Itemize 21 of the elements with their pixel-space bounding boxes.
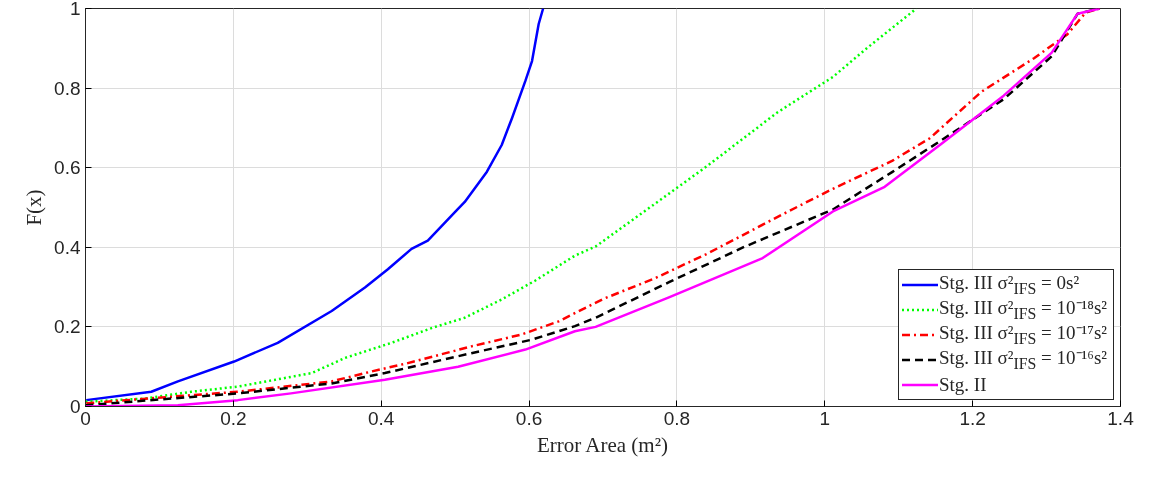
line-series <box>85 8 918 403</box>
y-tick-label: 0.6 <box>54 157 81 179</box>
x-axis-title: Error Area (m²) <box>536 432 668 457</box>
x-tick-label: 0.2 <box>220 407 247 429</box>
legend-label: Stg. III σ²$_{IFS}$ = 0s² <box>938 271 1080 297</box>
y-tick-label: 0.2 <box>54 316 81 338</box>
x-tick-label: 0.4 <box>368 407 395 429</box>
x-tick-label: 1 <box>819 407 831 429</box>
x-tick-label: 1.4 <box>1107 407 1135 429</box>
x-tick-label: 1.2 <box>959 407 986 429</box>
x-tick-label: 0.6 <box>515 407 543 429</box>
y-tick-label: 1 <box>69 0 81 19</box>
legend-label: Stg. III σ²$_{IFS}$ = 10⁻¹⁶s² <box>938 346 1107 372</box>
line-series <box>85 8 545 402</box>
x-tick-label: 0.8 <box>663 407 691 429</box>
legend-label: Stg. II <box>938 374 987 395</box>
legend-label: Stg. III σ²$_{IFS}$ = 10⁻¹⁷s² <box>938 321 1107 347</box>
legend-label: Stg. III σ²$_{IFS}$ = 10⁻¹⁸s² <box>938 296 1107 322</box>
y-axis-title: F(x) <box>22 189 47 226</box>
y-tick-label: 0.4 <box>54 236 81 258</box>
y-tick-label: 0.8 <box>54 77 81 99</box>
